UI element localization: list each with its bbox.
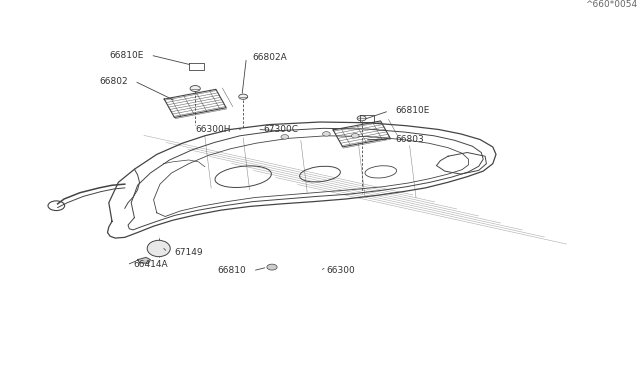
Text: 67149: 67149: [174, 248, 203, 257]
Text: 66803: 66803: [396, 135, 424, 144]
Text: 66810E: 66810E: [109, 51, 144, 60]
Text: 66810: 66810: [218, 266, 246, 275]
Circle shape: [357, 116, 366, 121]
Text: 66810E: 66810E: [396, 106, 430, 115]
Ellipse shape: [147, 240, 170, 257]
Text: 66300H: 66300H: [195, 125, 230, 134]
Text: ^660*0054: ^660*0054: [585, 0, 637, 9]
Circle shape: [190, 86, 200, 92]
Text: 67300C: 67300C: [264, 125, 299, 134]
Text: 66802A: 66802A: [253, 53, 287, 62]
Circle shape: [239, 94, 248, 99]
Circle shape: [267, 264, 277, 270]
Text: 66802: 66802: [99, 77, 128, 86]
Circle shape: [323, 132, 330, 136]
Circle shape: [281, 135, 289, 139]
Text: 66300: 66300: [326, 266, 355, 275]
Text: 66414A: 66414A: [133, 260, 168, 269]
Polygon shape: [138, 257, 150, 263]
Circle shape: [351, 134, 359, 138]
